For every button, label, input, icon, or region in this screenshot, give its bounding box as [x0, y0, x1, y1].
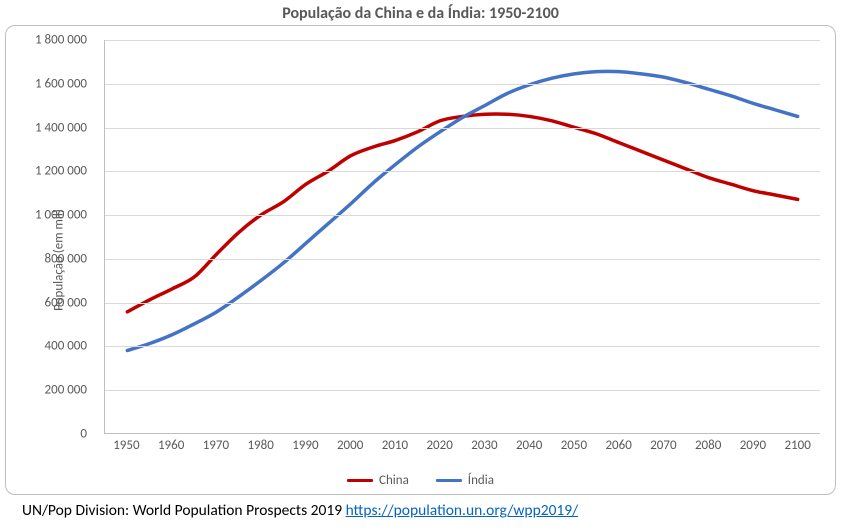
- y-tick-label: 1 200 000: [7, 164, 87, 179]
- legend-label-india: Índia: [468, 473, 494, 488]
- gridline: [105, 128, 820, 129]
- chart-container: População da China e da Índia: 1950-2100…: [0, 0, 841, 520]
- y-tick-label: 1 400 000: [7, 120, 87, 135]
- legend-label-china: China: [379, 473, 409, 488]
- x-tick-label: 2070: [641, 438, 686, 453]
- y-tick-label: 800 000: [7, 251, 87, 266]
- chart-title: População da China e da Índia: 1950-2100: [0, 0, 841, 25]
- legend-swatch-china: [347, 479, 373, 483]
- gridline: [105, 303, 820, 304]
- x-tick-label: 1980: [238, 438, 283, 453]
- y-tick-label: 200 000: [7, 383, 87, 398]
- legend-item-india: Índia: [436, 473, 494, 488]
- x-tick-label: 1950: [104, 438, 149, 453]
- plot-area: [104, 40, 820, 434]
- y-tick-label: 1 000 000: [7, 208, 87, 223]
- chart-frame: População (em mil) China Índia 0200 0004…: [5, 25, 836, 495]
- x-tick-label: 1990: [283, 438, 328, 453]
- legend: China Índia: [6, 471, 835, 488]
- x-tick-label: 2000: [328, 438, 373, 453]
- gridline: [105, 40, 820, 41]
- x-tick-label: 2100: [775, 438, 820, 453]
- y-tick-label: 1 800 000: [7, 33, 87, 48]
- x-tick-label: 1960: [149, 438, 194, 453]
- source-prefix: UN/Pop Division: World Population Prospe…: [22, 501, 346, 520]
- x-tick-label: 2060: [596, 438, 641, 453]
- chart-lines-svg: [105, 40, 820, 433]
- y-tick-label: 600 000: [7, 295, 87, 310]
- gridline: [105, 346, 820, 347]
- x-tick-label: 2020: [417, 438, 462, 453]
- legend-item-china: China: [347, 473, 409, 488]
- x-tick-label: 2050: [551, 438, 596, 453]
- y-tick-label: 0: [7, 427, 87, 442]
- legend-swatch-india: [436, 479, 462, 483]
- x-tick-label: 2040: [507, 438, 552, 453]
- x-tick-label: 2010: [372, 438, 417, 453]
- x-tick-label: 2080: [686, 438, 731, 453]
- x-tick-label: 2090: [730, 438, 775, 453]
- gridline: [105, 390, 820, 391]
- y-tick-label: 1 600 000: [7, 76, 87, 91]
- source-link[interactable]: https://population.un.org/wpp2019/: [346, 501, 579, 520]
- gridline: [105, 259, 820, 260]
- series-line-china: [127, 114, 797, 312]
- gridline: [105, 171, 820, 172]
- gridline: [105, 84, 820, 85]
- gridline: [105, 215, 820, 216]
- source-line: UN/Pop Division: World Population Prospe…: [0, 495, 841, 520]
- series-line-india: [127, 71, 797, 350]
- x-tick-label: 1970: [193, 438, 238, 453]
- x-tick-label: 2030: [462, 438, 507, 453]
- y-tick-label: 400 000: [7, 339, 87, 354]
